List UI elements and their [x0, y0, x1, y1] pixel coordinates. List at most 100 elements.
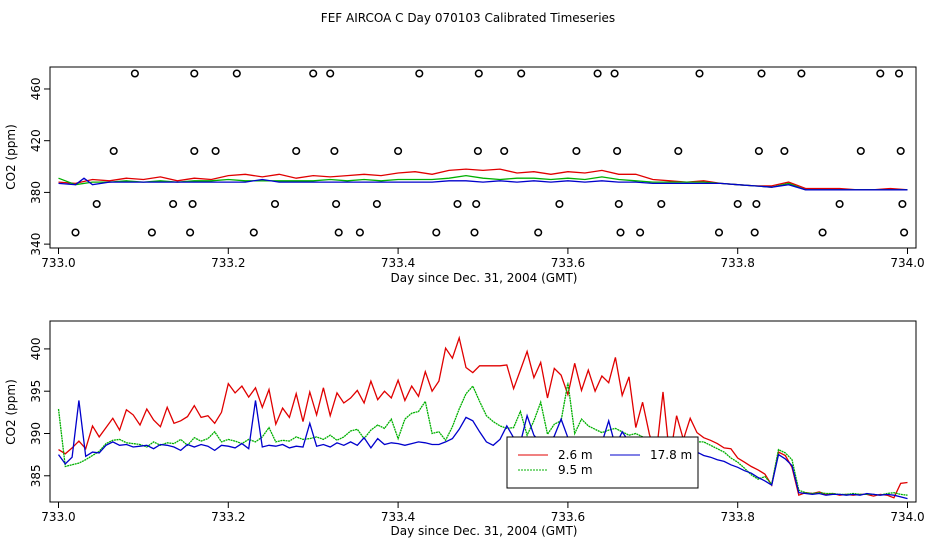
series-line-9-5-m [57, 382, 908, 496]
top-x-axis: 733.0 733.2 733.4 733.6 733.8 734.0 [41, 248, 925, 270]
calibration-marker [797, 69, 806, 78]
y-tick-label: 385 [29, 464, 43, 487]
calibration-marker [147, 228, 156, 237]
calibration-marker [292, 146, 301, 156]
x-tick-label: 733.2 [211, 510, 245, 524]
x-tick-label: 733.0 [41, 510, 75, 524]
legend-label-17-8m: 17.8 m [650, 448, 692, 462]
x-tick-label: 733.2 [211, 256, 245, 270]
x-tick-label: 733.0 [41, 256, 75, 270]
calibration-marker [616, 228, 625, 237]
calibration-marker [593, 69, 602, 78]
calibration-marker [780, 146, 789, 156]
series-line-2-6-m [58, 335, 908, 499]
x-tick-label: 733.4 [381, 510, 415, 524]
bottom-plot-frame [49, 320, 917, 503]
bottom-series [57, 335, 908, 500]
x-tick-label: 734.0 [890, 256, 924, 270]
calibration-marker [856, 146, 865, 156]
x-tick-label: 733.8 [721, 256, 755, 270]
calibration-marker [472, 199, 481, 209]
calibration-marker [355, 228, 364, 237]
calibration-marker [733, 199, 742, 209]
y-tick-label: 390 [29, 422, 43, 445]
calibration-marker [896, 146, 905, 156]
calibration-marker [674, 146, 683, 156]
y-tick-label: 460 [29, 78, 43, 101]
y-tick-label: 420 [29, 129, 43, 152]
top-plot-frame [49, 66, 917, 249]
calibration-marker [169, 199, 178, 209]
x-tick-label: 734.0 [890, 510, 924, 524]
calibration-marker [473, 146, 482, 156]
calibration-marker [754, 146, 763, 156]
top-calibration-markers [71, 69, 909, 237]
calibration-marker [453, 199, 462, 209]
calibration-marker [326, 69, 335, 78]
bottom-xlabel: Day since Dec. 31, 2004 (GMT) [391, 524, 578, 538]
calibration-marker [757, 69, 766, 78]
calibration-marker [190, 69, 199, 78]
calibration-marker [232, 69, 241, 78]
calibration-marker [415, 69, 424, 78]
calibration-marker [309, 69, 318, 78]
series-line-17-8-m [58, 177, 908, 191]
calibration-marker [610, 69, 619, 78]
calibration-marker [750, 228, 759, 237]
calibration-marker [186, 228, 195, 237]
x-tick-label: 733.8 [721, 510, 755, 524]
calibration-marker [894, 69, 904, 78]
bottom-x-axis: 733.0 733.2 733.4 733.6 733.8 734.0 [41, 502, 925, 524]
calibration-marker [188, 199, 197, 209]
calibration-marker [695, 69, 704, 78]
calibration-marker [657, 199, 666, 209]
calibration-marker [470, 228, 479, 237]
legend-box [506, 436, 699, 489]
y-tick-label: 400 [29, 337, 43, 360]
calibration-marker [130, 69, 139, 78]
legend-label-2-6m: 2.6 m [558, 448, 593, 462]
calibration-marker [900, 228, 909, 237]
calibration-marker [394, 146, 403, 156]
y-tick-label: 340 [29, 233, 43, 256]
calibration-marker [71, 228, 80, 237]
calibration-marker [876, 69, 885, 78]
calibration-marker [432, 228, 441, 237]
x-tick-label: 733.6 [551, 510, 585, 524]
calibration-marker [92, 199, 101, 209]
calibration-marker [613, 146, 622, 156]
series-line-2-6-m [58, 168, 908, 191]
calibration-marker [190, 146, 199, 156]
bottom-y-axis: 385 390 395 400 [29, 337, 50, 487]
calibration-marker [534, 228, 543, 237]
calibration-marker [835, 199, 844, 209]
legend: 2.6 m 17.8 m 9.5 m [506, 436, 699, 489]
calibration-marker [714, 228, 724, 237]
y-tick-label: 395 [29, 380, 43, 403]
calibration-marker [270, 199, 280, 209]
calibration-marker [636, 228, 645, 237]
y-tick-label: 380 [29, 181, 43, 204]
calibration-marker [572, 146, 581, 156]
x-tick-label: 733.4 [381, 256, 415, 270]
figure-title: FEF AIRCOA C Day 070103 Calibrated Times… [321, 11, 615, 25]
legend-label-9-5m: 9.5 m [558, 463, 593, 477]
calibration-marker [330, 146, 339, 156]
x-tick-label: 733.6 [551, 256, 585, 270]
panel-top: Day since Dec. 31, 2004 (GMT) CO2 (ppm) … [4, 66, 925, 285]
top-y-axis: 340 380 420 460 [29, 78, 50, 256]
bottom-ylabel: CO2 (ppm) [4, 379, 18, 445]
calibration-marker [332, 199, 341, 209]
calibration-marker [211, 146, 220, 156]
calibration-marker [898, 199, 907, 209]
calibration-marker [614, 199, 623, 209]
calibration-marker [517, 69, 526, 78]
series-line-17-8-m [57, 400, 908, 500]
calibration-marker [372, 199, 381, 209]
calibration-marker [249, 228, 258, 237]
top-ylabel: CO2 (ppm) [4, 124, 18, 190]
calibration-marker [752, 199, 761, 209]
calibration-marker [334, 228, 343, 237]
panel-bottom: Day since Dec. 31, 2004 (GMT) CO2 (ppm) … [4, 320, 925, 538]
